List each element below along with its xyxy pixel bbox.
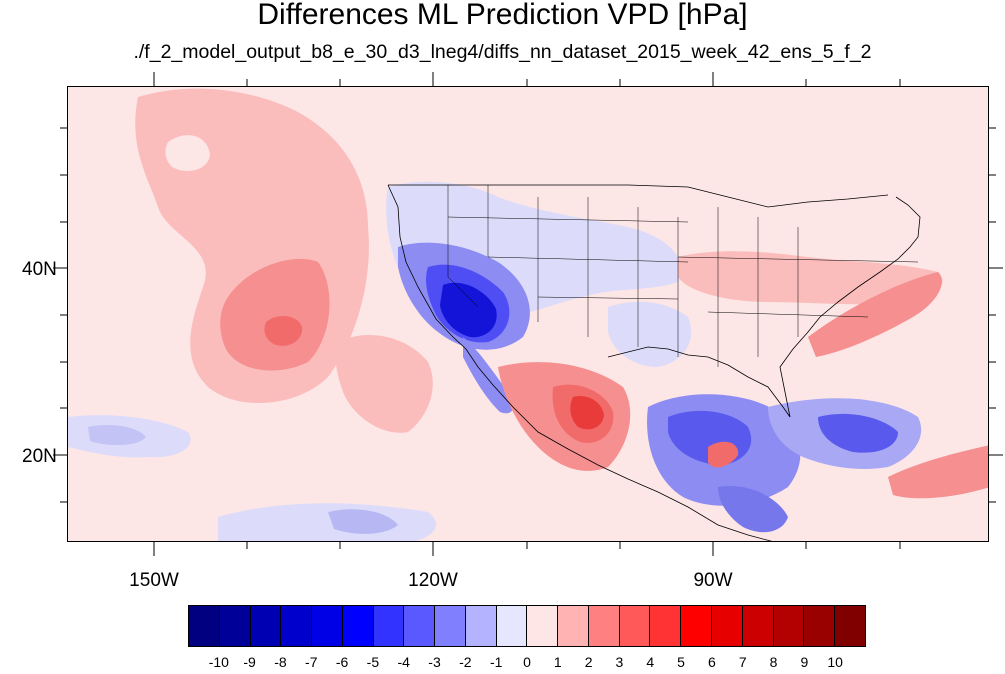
colorbar-label: 5 [677, 654, 685, 670]
colorbar-label: -1 [489, 654, 503, 670]
lon-label-150w: 150W [129, 570, 179, 591]
mexico-positive-core2 [570, 396, 604, 430]
yucatan-positive [708, 441, 739, 468]
atlantic-east-positive [888, 445, 988, 499]
colorbar-label: -7 [305, 654, 318, 670]
colorbar-cell [742, 606, 774, 646]
pacific-positive-core [220, 258, 330, 371]
map-panel [67, 86, 989, 542]
colorbar-label: -9 [243, 654, 256, 670]
southeast-negative [608, 301, 692, 367]
state-borders [447, 185, 919, 367]
colorbar-cell [281, 606, 313, 646]
plot-title: Differences ML Prediction VPD [hPa] [257, 0, 748, 31]
plot-subtitle: ./f_2_model_output_b8_e_30_d3_lneg4/diff… [133, 41, 872, 63]
vpd-difference-map [68, 87, 988, 541]
colorbar-cell [189, 606, 220, 646]
colorbar-cell [835, 606, 865, 646]
colorbar-cell [619, 606, 651, 646]
atlantic-positive [808, 272, 942, 357]
colorbar-cell [342, 606, 374, 646]
north-america-coastline [387, 184, 921, 541]
pacific-positive-core2 [264, 315, 303, 346]
colorbar-cell [219, 606, 251, 646]
colorbar-cell [527, 606, 559, 646]
sw-pacific-negative2 [88, 425, 146, 446]
colorbar-label: 0 [523, 654, 531, 670]
colorbar-label: -3 [428, 654, 441, 670]
lon-label-90w: 90W [693, 570, 733, 591]
colorbar-cell [496, 606, 528, 646]
colorbar-cell [773, 606, 805, 646]
colorbar-label: 9 [800, 654, 809, 670]
lat-label-40n: 40N [22, 259, 57, 280]
colorbar-label: 8 [769, 654, 778, 670]
colorbar-cell [373, 606, 405, 646]
colorbar-label: 2 [584, 654, 593, 670]
colorbar-cell [804, 606, 836, 646]
pacific-hole [165, 135, 210, 171]
colorbar-cell [404, 606, 436, 646]
colorbar-label: -5 [366, 654, 380, 670]
mid-pacific-positive [335, 334, 433, 433]
caribbean-negative-core [818, 413, 898, 453]
colorbar-label: -8 [274, 654, 287, 670]
colorbar-cell [435, 606, 466, 646]
colorbar-label: -2 [459, 654, 472, 670]
colorbar-cell [250, 606, 282, 646]
colorbar-label: -6 [335, 654, 349, 670]
colorbar-cell [558, 606, 589, 646]
colorbar-cell [312, 606, 343, 646]
sw-us-negative-core2 [440, 282, 497, 338]
colorbar-cell [712, 606, 743, 646]
central-america-negative [718, 486, 788, 533]
colorbar-label: 4 [646, 654, 655, 670]
colorbar-label: 3 [615, 654, 624, 670]
colorbar-label: -10 [208, 654, 229, 670]
lat-label-20n: 20N [22, 446, 57, 467]
colorbar-cell [650, 606, 682, 646]
colorbar-cell [588, 606, 620, 646]
colorbar-label: 10 [827, 654, 843, 670]
colorbar [188, 605, 866, 647]
south-pacific-negative2 [328, 509, 398, 534]
colorbar-label: 6 [708, 654, 716, 670]
colorbar-label: 1 [553, 654, 562, 670]
colorbar-label: 7 [738, 654, 747, 670]
baja-negative [463, 337, 514, 414]
lon-label-120w: 120W [408, 570, 458, 591]
east-us-positive [678, 251, 943, 305]
colorbar-cell [681, 606, 713, 646]
colorbar-cell [465, 606, 497, 646]
colorbar-labels: -10 -9 -8 -7 -6 -5 -4 -3 -2 -1 0 1 2 3 4 5 6 7 8 9 10 [0, 654, 1005, 674]
colorbar-label: -4 [397, 654, 410, 670]
